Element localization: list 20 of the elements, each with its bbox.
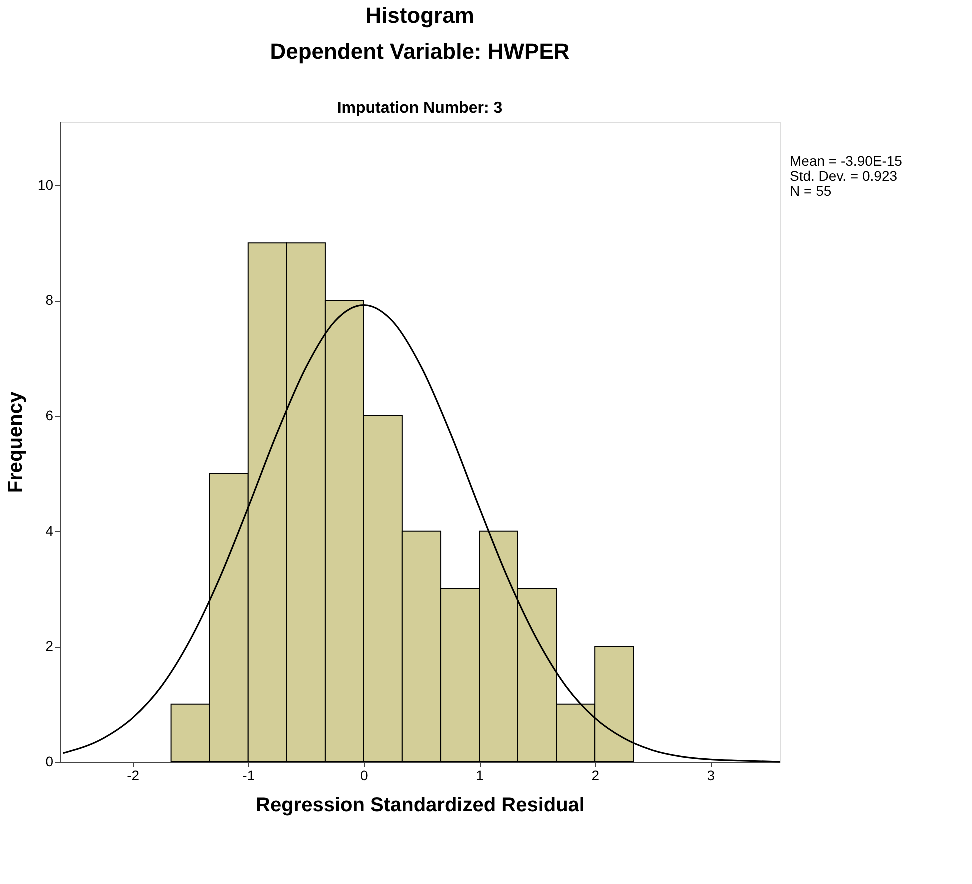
x-tick-label: 1: [476, 768, 484, 784]
x-tick-label: -1: [242, 768, 256, 784]
y-tick-label: 8: [46, 292, 54, 308]
x-tick-label: -2: [127, 768, 140, 784]
x-tick-label: 3: [707, 768, 716, 784]
y-tick-label: 10: [38, 176, 54, 193]
y-tick-label: 6: [46, 408, 54, 424]
x-tick-label: 0: [360, 768, 369, 784]
text: Std. Dev. = 0.923: [790, 168, 898, 184]
y-tick-label: 4: [46, 522, 54, 539]
y-tick-label: 0: [46, 754, 54, 770]
chart-title: Histogram: [366, 3, 474, 28]
chart-subtitle: Dependent Variable: HWPER: [270, 39, 570, 64]
x-axis-title: Regression Standardized Residual: [256, 794, 585, 816]
text: Mean = -3.90E-15: [790, 153, 903, 169]
text: N = 55: [790, 183, 832, 199]
text: Imputation Number: 3: [337, 100, 503, 117]
y-axis-title: Frequency: [4, 391, 27, 494]
y-tick-label: 2: [46, 638, 54, 654]
x-tick-label: 2: [592, 768, 600, 784]
